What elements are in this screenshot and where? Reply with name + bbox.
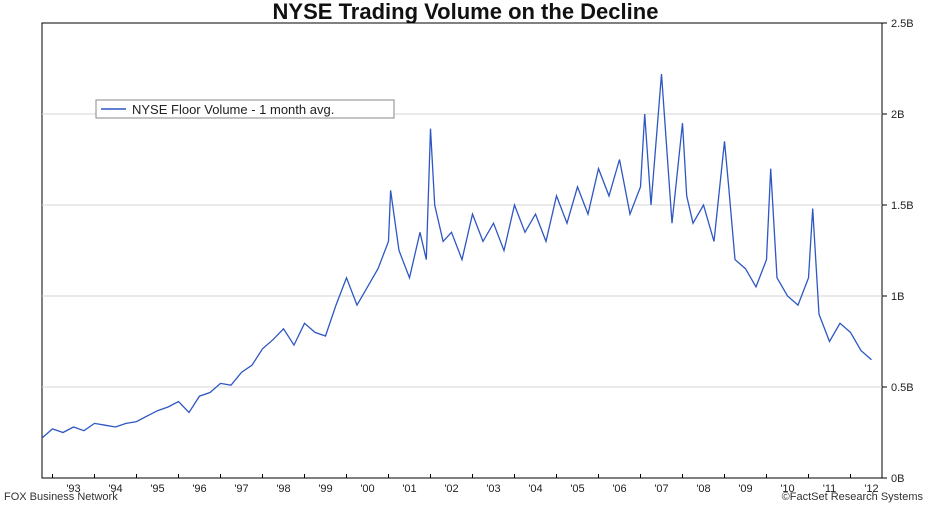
x-tick-label: '03 bbox=[486, 483, 500, 495]
grid-lines bbox=[42, 113, 882, 388]
x-tick-label: '05 bbox=[570, 483, 584, 495]
x-tick-label: '95 bbox=[150, 483, 164, 495]
x-tick-label: '12 bbox=[864, 483, 878, 495]
x-tick-label: '09 bbox=[738, 483, 752, 495]
x-tick-label: '99 bbox=[318, 483, 332, 495]
y-axis: 0B 0.5B 1B 1.5B 2B 2.5B bbox=[882, 18, 914, 485]
legend-label: NYSE Floor Volume - 1 month avg. bbox=[132, 102, 334, 117]
x-tick-label: '96 bbox=[192, 483, 206, 495]
y-tick-label: 2.5B bbox=[891, 18, 914, 30]
x-axis: '93 '94 '95 '96 '97 '98 '99 '00 '01 '02 '03 '04 '05 '… bbox=[52, 474, 879, 495]
x-tick-label: '98 bbox=[276, 483, 290, 495]
x-tick-label: '08 bbox=[696, 483, 710, 495]
source-credit-left: FOX Business Network bbox=[4, 491, 118, 503]
legend-box bbox=[95, 99, 395, 119]
y-tick-label: 0B bbox=[891, 473, 904, 485]
x-tick-label: '04 bbox=[528, 483, 542, 495]
x-tick-label: '00 bbox=[360, 483, 374, 495]
x-tick-label: '10 bbox=[780, 483, 794, 495]
x-tick-label: '94 bbox=[108, 483, 122, 495]
source-credit-right: ©FactSet Research Systems bbox=[781, 491, 923, 503]
y-tick-label: 2B bbox=[891, 109, 904, 121]
x-tick-label: '02 bbox=[444, 483, 458, 495]
x-tick-label: '06 bbox=[612, 483, 626, 495]
x-tick-label: '01 bbox=[402, 483, 416, 495]
legend: NYSE Floor Volume - 1 month avg. bbox=[95, 99, 395, 119]
x-tick-label: '07 bbox=[654, 483, 668, 495]
y-tick-label: 1.5B bbox=[891, 200, 914, 212]
y-tick-label: 1B bbox=[891, 291, 904, 303]
plot-area bbox=[41, 22, 883, 479]
y-tick-label: 0.5B bbox=[891, 382, 914, 394]
x-tick-label: '97 bbox=[234, 483, 248, 495]
series-line-nyse-floor-volume bbox=[41, 73, 872, 439]
x-tick-label: '11 bbox=[823, 483, 837, 495]
x-tick-label: '93 bbox=[66, 483, 80, 495]
chart-title: NYSE Trading Volume on the Decline bbox=[272, 0, 659, 24]
